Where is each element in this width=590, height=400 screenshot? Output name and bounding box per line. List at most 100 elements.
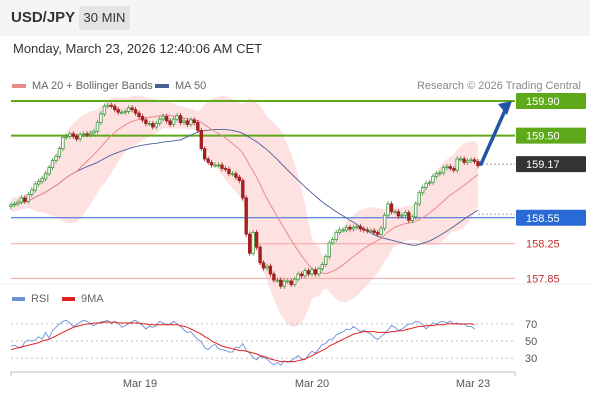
legend-9ma: 9MA	[62, 293, 104, 305]
candle-body	[303, 270, 307, 277]
candle-body	[296, 273, 300, 280]
candle-body	[30, 189, 34, 195]
candle-body	[320, 264, 324, 270]
candle-body	[317, 268, 321, 275]
candle-body	[265, 265, 269, 269]
candle-body	[258, 246, 262, 264]
candle-body	[168, 120, 172, 125]
candle-body	[75, 135, 79, 140]
candle-body	[268, 265, 273, 275]
level-label-158.25: 158.25	[526, 239, 560, 251]
candle-body	[120, 111, 124, 114]
candle-body	[476, 161, 480, 167]
candle-body	[157, 118, 162, 124]
level-label-bg	[516, 127, 586, 144]
candle-body	[88, 132, 93, 136]
level-label-text: 157.85	[526, 273, 560, 285]
candle-body	[54, 155, 58, 162]
candle-body	[102, 105, 107, 115]
candle-body	[324, 256, 328, 265]
candle-body	[389, 203, 394, 213]
candle-body	[81, 133, 86, 136]
candle-body	[337, 229, 342, 233]
forecast-arrow	[479, 104, 509, 166]
candle-body	[282, 280, 286, 287]
candle-body	[469, 159, 473, 162]
candle-body	[175, 115, 179, 120]
ma20-label: MA 20 + Bollinger Bands	[32, 80, 153, 92]
candle-body	[199, 129, 203, 149]
candle-body	[244, 197, 248, 235]
candle-body	[57, 148, 62, 157]
candle-body	[95, 122, 100, 132]
candle-body	[254, 232, 259, 248]
candle-body	[50, 160, 55, 168]
x-tick-label-mar19: Mar 19	[123, 378, 157, 390]
candle-body	[137, 112, 141, 117]
candle-body	[99, 113, 103, 124]
candle-body	[372, 230, 376, 233]
candle-body	[182, 120, 186, 124]
candle-body	[147, 123, 152, 125]
candle-body	[438, 172, 442, 175]
level-label-158.55: 158.55	[516, 209, 586, 226]
candle-body	[43, 173, 48, 180]
candle-body	[116, 109, 120, 113]
ma9-line	[10, 321, 475, 363]
ma9-label: 9MA	[81, 293, 104, 305]
research-credit: Research © 2026 Trading Central	[416, 80, 581, 92]
candle-body	[237, 176, 241, 182]
candle-body	[12, 203, 17, 206]
candle-body	[327, 242, 331, 258]
candle-body	[85, 133, 89, 136]
candle-body	[92, 130, 96, 134]
candle-body	[275, 279, 280, 282]
candle-body	[285, 280, 290, 283]
candle-body	[213, 164, 217, 167]
candle-body	[344, 226, 349, 231]
candle-body	[420, 187, 425, 194]
candle-body	[379, 227, 383, 235]
candle-body	[164, 116, 169, 122]
candle-body	[106, 104, 110, 107]
candle-body	[358, 225, 363, 230]
candle-body	[216, 164, 221, 167]
forecast-arrowhead	[498, 101, 512, 115]
level-label-text: 158.55	[526, 213, 560, 225]
candle-body	[299, 273, 304, 277]
candle-body	[23, 197, 27, 202]
candle-body	[424, 182, 428, 188]
bollinger-band	[11, 95, 478, 327]
candle-body	[306, 270, 311, 275]
candle-body	[472, 159, 477, 162]
candle-body	[16, 201, 20, 205]
ma50-swatch	[155, 84, 169, 89]
timeframe-button[interactable]: 30 MIN	[79, 6, 130, 30]
candle-body	[441, 167, 446, 174]
candle-body	[154, 123, 158, 128]
level-label-bg	[516, 209, 586, 226]
candle-body	[417, 192, 421, 205]
candle-body	[427, 181, 432, 184]
candle-body	[393, 211, 397, 214]
level-label-bg	[516, 156, 586, 173]
candle-body	[71, 133, 75, 137]
candle-body	[133, 109, 138, 114]
candle-body	[9, 204, 13, 207]
ma20-line	[10, 114, 479, 275]
x-tick-label-mar20: Mar 20	[295, 378, 329, 390]
candle-body	[448, 166, 452, 169]
candle-body	[189, 119, 193, 125]
candle-body	[289, 280, 293, 285]
ma50-line	[10, 128, 479, 246]
legend-rsi: RSI	[12, 293, 49, 305]
candle-body	[272, 273, 276, 281]
candle-body	[192, 119, 196, 123]
candle-body	[206, 158, 210, 163]
candle-body	[241, 180, 245, 199]
candle-body	[292, 278, 297, 285]
level-label-bg	[516, 93, 586, 109]
candle-body	[126, 107, 131, 112]
level-label-159.90: 159.90	[516, 93, 586, 109]
candle-body	[445, 166, 449, 169]
